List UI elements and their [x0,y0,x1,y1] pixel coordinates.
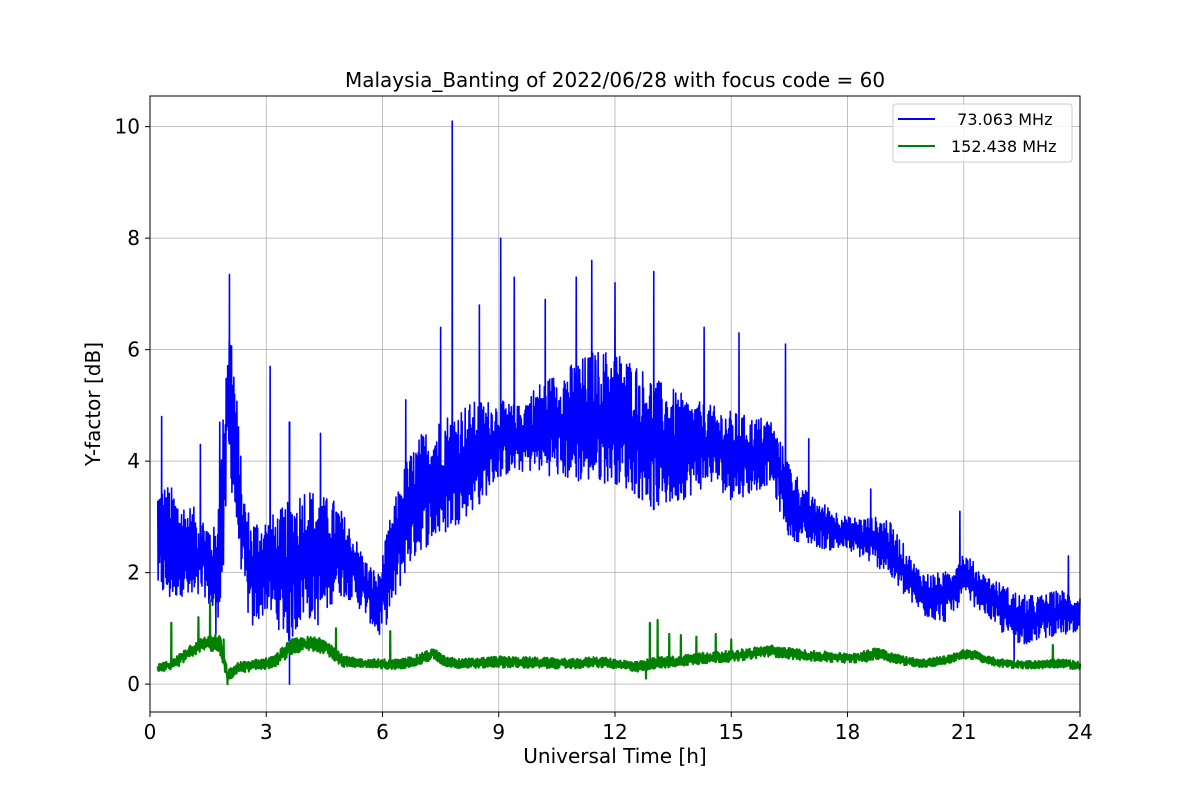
x-tick-label: 12 [602,720,627,744]
legend-label-152mhz: 152.438 MHz [951,137,1056,156]
y-axis-ticks: 0 2 4 6 8 10 [115,115,150,696]
legend: 73.063 MHz 152.438 MHz [892,103,1073,163]
x-axis-ticks: 0 3 6 9 12 15 18 21 24 [144,712,1093,744]
x-tick-label: 21 [951,720,976,744]
legend-label-73mhz: 73.063 MHz [947,110,1052,129]
series-line-152mhz [156,599,1082,686]
legend-box [892,103,1073,163]
x-tick-label: 24 [1067,720,1092,744]
x-tick-label: 3 [260,720,273,744]
series-layer [156,120,1082,686]
y-axis-label: Y-factor [dB] [81,342,105,467]
y-tick-label: 8 [127,226,140,250]
y-tick-label: 10 [115,115,140,139]
x-tick-label: 9 [492,720,505,744]
y-tick-label: 0 [127,672,140,696]
x-axis-label: Universal Time [h] [523,744,706,768]
y-tick-label: 6 [127,338,140,362]
x-tick-label: 6 [376,720,389,744]
x-tick-label: 18 [835,720,860,744]
x-tick-label: 0 [144,720,157,744]
series-line-73mhz [156,120,1081,685]
chart-title: Malaysia_Banting of 2022/06/28 with focu… [345,68,885,92]
y-tick-label: 2 [127,561,140,585]
y-tick-label: 4 [127,449,140,473]
x-tick-label: 15 [719,720,744,744]
